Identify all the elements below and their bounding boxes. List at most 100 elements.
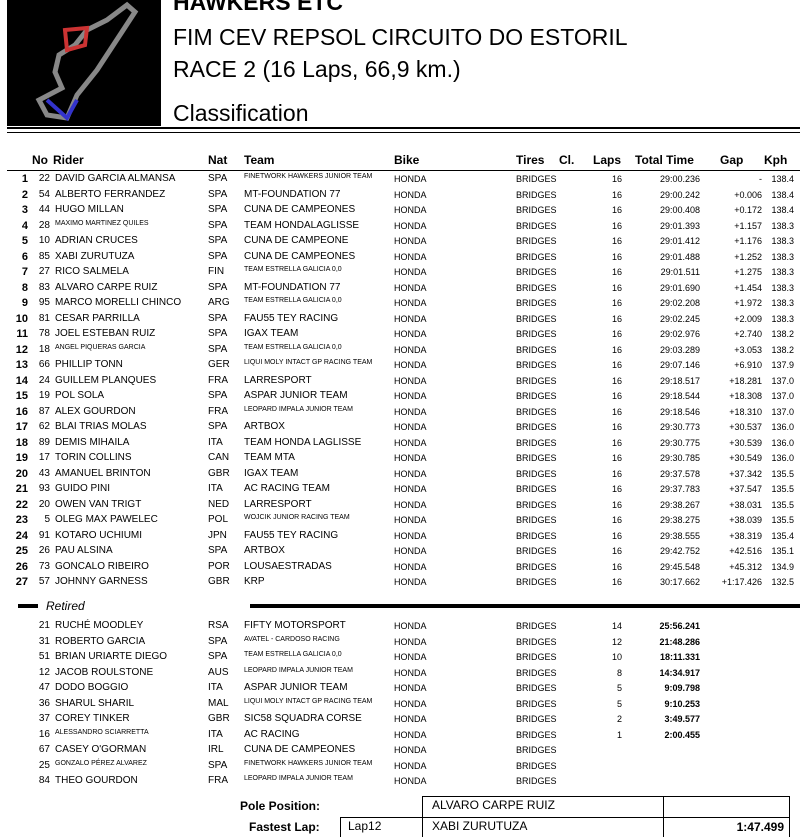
nat: CAN [208, 452, 230, 463]
rider: GUILLEM PLANQUES [55, 374, 157, 386]
box [663, 817, 790, 837]
tires: BRIDGES [516, 714, 557, 724]
rider: RICO SALMELA [55, 266, 129, 277]
gap: +1.176 [734, 236, 762, 246]
total-time: 29:18.517 [659, 375, 700, 386]
column-header: Tires [516, 153, 545, 167]
bike: HONDA [394, 313, 427, 324]
tires: BRIDGES [516, 391, 557, 401]
laps: 5 [616, 683, 622, 693]
tires: BRIDGES [516, 189, 557, 200]
number: 44 [38, 204, 50, 215]
bike: HONDA [394, 437, 427, 448]
total-time: 29:38.267 [659, 499, 700, 510]
total-time: 9:10.253 [664, 698, 700, 709]
column-header: Nat [208, 153, 228, 167]
team: ASPAR JUNIOR TEAM [244, 390, 348, 401]
kph: 138.3 [771, 251, 794, 262]
total-time: 29:45.548 [659, 561, 700, 572]
rider: BLAI TRIAS MOLAS [55, 421, 147, 432]
nat: POR [208, 560, 230, 572]
laps: 16 [611, 422, 622, 432]
rider: SHARUL SHARIL [55, 697, 135, 709]
laps: 16 [611, 406, 622, 417]
nat: FIN [208, 266, 225, 277]
team: LEOPARD IMPALA JUNIOR TEAM [244, 666, 353, 674]
total-time: 29:30.773 [659, 422, 700, 432]
nat: SPA [208, 250, 228, 262]
gap: +1.275 [734, 267, 762, 277]
tires: BRIDGES [516, 453, 557, 463]
total-time: 29:07.146 [659, 360, 700, 370]
bike: HONDA [394, 530, 427, 541]
position: 4 [21, 219, 28, 232]
number: 89 [38, 436, 50, 448]
tires: BRIDGES [516, 468, 557, 479]
team: LIQUI MOLY INTACT GP RACING TEAM [244, 359, 373, 366]
tires: BRIDGES [516, 251, 557, 262]
team: ASPAR JUNIOR TEAM [244, 682, 348, 693]
rider: BRIAN URIARTE DIEGO [55, 651, 168, 662]
total-time: 29:00.236 [659, 174, 700, 184]
rider: JACOB ROULSTONE [55, 666, 154, 678]
team: LIQUI MOLY INTACT GP RACING TEAM [244, 697, 373, 705]
position: 11 [16, 328, 28, 340]
tires: BRIDGES [516, 282, 557, 293]
gap: +3.053 [734, 344, 762, 355]
total-time: 18:11.331 [659, 652, 700, 662]
position: 25 [15, 545, 28, 557]
total-time: 29:30.775 [659, 437, 700, 448]
position: 19 [15, 452, 28, 464]
total-time: 14:34.917 [659, 667, 700, 678]
team: WOJCIK JUNIOR RACING TEAM [244, 514, 350, 521]
laps: 16 [611, 360, 622, 370]
team: FAU55 TEY RACING [244, 529, 339, 541]
team: TEAM ESTRELLA GALICIA 0,0 [244, 651, 342, 658]
fastest-lap: Lap12 [348, 819, 382, 833]
tires: BRIDGES [516, 329, 557, 339]
rider: JOHNNY GARNESS [55, 576, 148, 587]
bike: HONDA [394, 468, 427, 479]
tires: BRIDGES [516, 360, 557, 370]
laps: 16 [611, 189, 622, 200]
nat: FRA [208, 374, 228, 386]
tires: BRIDGES [516, 406, 557, 417]
number: 26 [38, 545, 50, 556]
kph: 135.5 [771, 515, 794, 525]
laps: 16 [611, 561, 622, 572]
total-time: 3:49.577 [664, 714, 700, 724]
position: 8 [21, 281, 28, 294]
laps: 16 [611, 515, 622, 525]
bike: HONDA [394, 760, 427, 771]
bike: HONDA [394, 667, 427, 678]
nat: AUS [208, 666, 229, 678]
rider: TORIN COLLINS [55, 452, 132, 463]
kph: 136.0 [771, 422, 794, 432]
laps: 16 [611, 577, 622, 587]
number: 12 [38, 666, 50, 678]
tires: BRIDGES [516, 530, 557, 541]
position: 9 [21, 297, 28, 309]
laps: 12 [611, 636, 622, 647]
pole-label: Pole Position: [240, 799, 321, 813]
circuit: FIM CEV REPSOL CIRCUITO DO ESTORIL [173, 24, 628, 50]
laps: 16 [611, 484, 622, 494]
bike: HONDA [394, 499, 427, 510]
nat: FRA [208, 405, 228, 417]
tires: BRIDGES [516, 621, 557, 631]
rider: THEO GOURDON [55, 775, 138, 786]
kph: 136.0 [771, 437, 794, 448]
rule [250, 604, 800, 608]
gap: +37.342 [729, 468, 762, 479]
position: 27 [15, 576, 28, 588]
position: 20 [15, 467, 28, 480]
position: 12 [15, 343, 28, 356]
kph: 138.4 [771, 189, 794, 200]
rider: RUCHÉ MOODLEY [55, 620, 144, 631]
gap: +2.740 [734, 329, 762, 339]
total-time: 29:01.412 [659, 236, 700, 246]
laps: 2 [616, 714, 622, 724]
team: TEAM MTA [244, 452, 295, 463]
rider: KOTARO UCHIUMI [55, 529, 143, 541]
rider: GONZALO PÉREZ ALVAREZ [55, 759, 147, 767]
